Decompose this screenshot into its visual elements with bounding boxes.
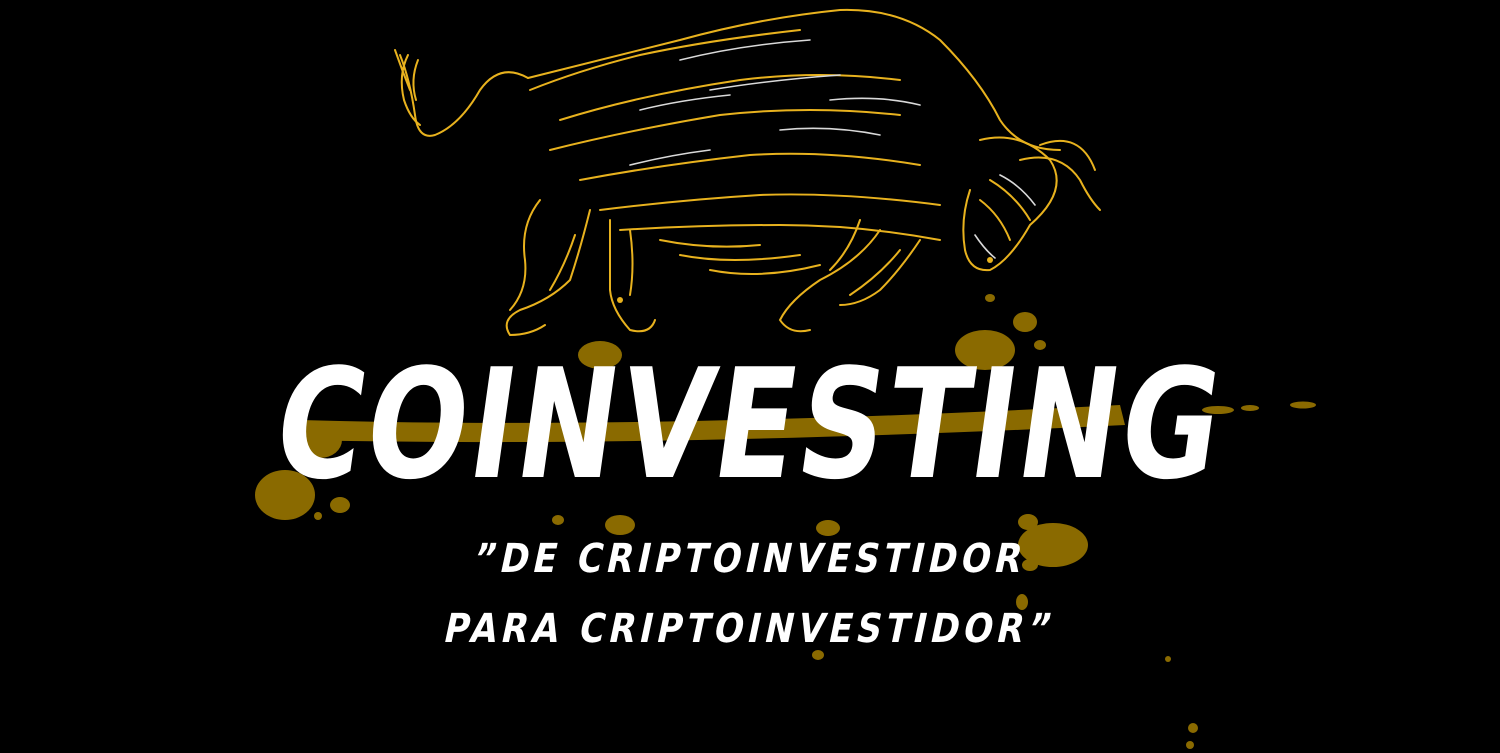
- tagline-line-1: ”DE CRIPTOINVESTIDOR: [469, 536, 1031, 582]
- brand-wordmark: COINVESTING: [265, 336, 1236, 513]
- charging-bull-icon: [394, 8, 1101, 337]
- tagline-line-2: PARA CRIPTOINVESTIDOR”: [439, 606, 1061, 652]
